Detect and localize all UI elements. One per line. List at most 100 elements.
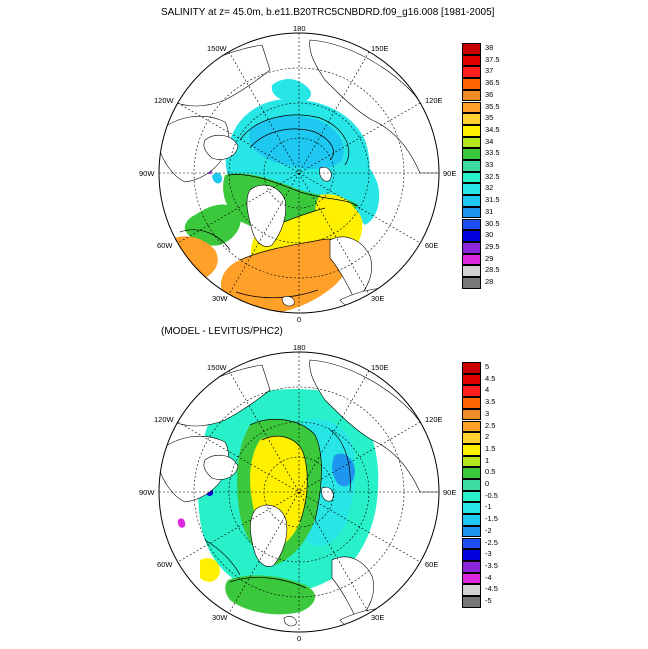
colorbar-swatch xyxy=(462,171,481,184)
colorbar-label: 28.5 xyxy=(485,265,500,275)
lon-label-30e: 30E xyxy=(371,613,385,622)
colorbar-label: 35 xyxy=(485,113,494,123)
lon-label-30w: 30W xyxy=(212,613,228,622)
colorbar-label: 28 xyxy=(485,277,494,286)
colorbar-label: 1.5 xyxy=(485,443,496,453)
field-beaufort-lens xyxy=(249,115,344,169)
land-canada xyxy=(159,435,229,503)
colorbar-label: -3.5 xyxy=(485,560,498,570)
lon-label-180: 180 xyxy=(293,343,306,352)
lon-label-150w: 150W xyxy=(207,44,227,53)
lon-label-150e: 150E xyxy=(371,363,389,372)
colorbar-label: 4 xyxy=(485,385,490,395)
map-difference xyxy=(158,351,440,633)
lon-label-30e: 30E xyxy=(371,294,385,303)
colorbar-swatch xyxy=(462,385,481,398)
lon-label-60e: 60E xyxy=(425,241,439,250)
colorbar-swatch xyxy=(462,572,481,585)
land-scandinavia xyxy=(329,236,372,301)
map-boundary xyxy=(158,351,440,633)
colorbar-label: 0 xyxy=(485,479,490,488)
colorbar-swatch xyxy=(462,373,481,386)
land-greenland xyxy=(246,184,287,247)
colorbar-label: 36.5 xyxy=(485,78,500,88)
land-greenland xyxy=(250,504,288,567)
colorbar-label: 30.5 xyxy=(485,218,500,228)
colorbar-swatch xyxy=(462,514,481,526)
field-atlantic-orange xyxy=(220,239,351,313)
lon-label-120e: 120E xyxy=(425,415,443,424)
lon-label-120w: 120W xyxy=(154,96,174,105)
colorbar-label: 35.5 xyxy=(485,101,500,111)
colorbar-swatch xyxy=(462,549,481,561)
colorbar-swatch xyxy=(462,525,481,538)
colorbar-label: 2.5 xyxy=(485,420,496,430)
colorbar-swatch xyxy=(462,537,481,550)
colorbar-label: 36 xyxy=(485,89,494,99)
panel-title-difference: (MODEL - LEVITUS/PHC2) xyxy=(161,326,283,337)
colorbar-label: 33 xyxy=(485,160,494,169)
colorbar-label: -1 xyxy=(485,502,492,512)
colorbar-swatch xyxy=(462,148,481,160)
colorbar-swatch xyxy=(462,136,481,149)
lon-label-150e: 150E xyxy=(371,44,389,53)
colorbar-label: 29.5 xyxy=(485,241,500,251)
colorbar-label: 37.5 xyxy=(485,54,500,64)
lon-label-90e: 90E xyxy=(443,488,457,497)
colorbar-label: 32 xyxy=(485,183,494,193)
colorbar-swatch xyxy=(462,420,481,433)
colorbar-swatch xyxy=(462,253,481,266)
colorbar-swatch xyxy=(462,101,481,114)
colorbar-swatch xyxy=(462,218,481,231)
colorbar-label: 3.5 xyxy=(485,397,496,407)
land-canada xyxy=(159,115,229,183)
colorbar-swatch xyxy=(462,78,481,90)
colorbar-swatch xyxy=(462,89,481,102)
colorbar-label: -0.5 xyxy=(485,490,498,500)
colorbar-swatch xyxy=(462,490,481,503)
lon-label-90w: 90W xyxy=(139,488,155,497)
colorbar-swatch xyxy=(462,397,481,409)
land-canada-islands xyxy=(203,134,239,160)
land-scandinavia xyxy=(331,556,374,621)
colorbar-label: 5 xyxy=(485,362,490,371)
land-iceland xyxy=(281,296,295,307)
lon-label-90e: 90E xyxy=(443,169,457,178)
lon-label-0: 0 xyxy=(297,634,302,643)
panel-title-salinity: SALINITY at z= 45.0m, b.e11.B20TRC5CNBDR… xyxy=(161,7,495,18)
colorbar-swatch xyxy=(462,54,481,67)
colorbar-label: -4.5 xyxy=(485,584,498,594)
field-blue-patch xyxy=(332,453,355,487)
colorbar-label: 31 xyxy=(485,206,494,216)
lon-label-60e: 60E xyxy=(425,560,439,569)
colorbar-swatch xyxy=(462,362,481,374)
colorbar-label: -4 xyxy=(485,572,492,582)
land-svalbard xyxy=(319,167,332,182)
lon-label-120e: 120E xyxy=(425,96,443,105)
land xyxy=(159,39,439,313)
colorbar-swatch xyxy=(462,479,481,491)
colorbar-swatch xyxy=(462,241,481,254)
colorbar-label: 1 xyxy=(485,455,490,465)
map-salinity xyxy=(158,32,440,314)
graticule xyxy=(159,33,439,313)
colorbar-swatch xyxy=(462,195,481,207)
colorbar-label: 33.5 xyxy=(485,148,500,158)
colorbar-swatch xyxy=(462,584,481,596)
colorbar-label: -3 xyxy=(485,549,492,559)
lon-label-90w: 90W xyxy=(139,169,155,178)
land-siberia xyxy=(309,39,439,174)
colorbar-label: 4.5 xyxy=(485,373,496,383)
colorbar-swatch xyxy=(462,183,481,196)
lon-label-150w: 150W xyxy=(207,363,227,372)
map-boundary xyxy=(158,32,440,314)
colorbar-label: 2 xyxy=(485,432,490,442)
colorbar-swatch xyxy=(462,43,481,55)
colorbar-swatch xyxy=(462,408,481,421)
colorbar-swatch xyxy=(462,206,481,219)
colorbar-swatch xyxy=(462,124,481,137)
field-canadian-green xyxy=(184,204,241,246)
colorbar-label: 38 xyxy=(485,43,494,52)
colorbar-label: 3 xyxy=(485,408,490,418)
